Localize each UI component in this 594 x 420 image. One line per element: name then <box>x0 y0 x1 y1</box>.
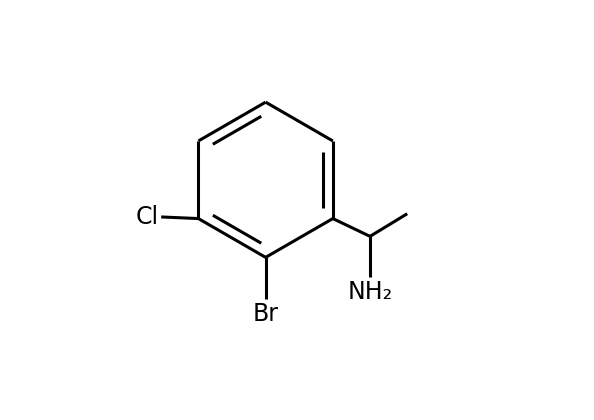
Text: Cl: Cl <box>135 205 159 229</box>
Text: Br: Br <box>252 302 279 326</box>
Text: NH₂: NH₂ <box>347 280 393 304</box>
